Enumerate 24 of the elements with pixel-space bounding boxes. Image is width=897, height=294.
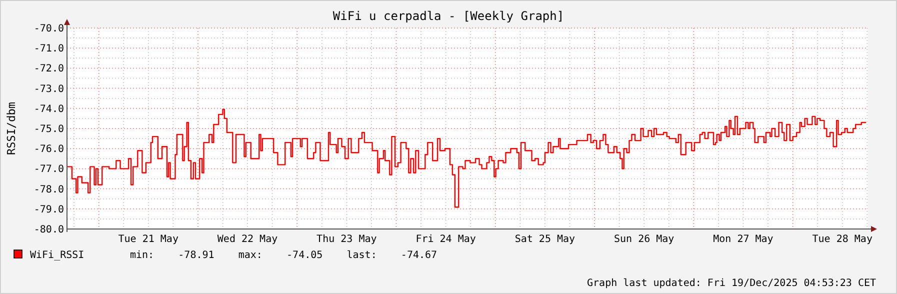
- y-tick-label: -76.0: [34, 144, 64, 156]
- x-tick-label: Sun 26 May: [614, 234, 674, 245]
- y-tick-label: -75.0: [34, 124, 64, 135]
- y-tick-label: -78.0: [34, 184, 64, 196]
- legend-label: WiFi_RSSI: [30, 250, 84, 261]
- text: Graph last updated: Fri 19/Dec/2025 04:53:23 CET: [587, 278, 876, 289]
- x-tick-label: Tue 28 May: [812, 234, 872, 245]
- x-tick-label: Tue 21 May: [118, 234, 178, 245]
- x-tick-label: Fri 24 May: [416, 234, 476, 245]
- y-tick-label: -74.0: [34, 104, 64, 115]
- y-tick-label: -80.0: [34, 224, 64, 236]
- x-tick-label: Mon 27 May: [713, 234, 774, 245]
- y-tick-label: -73.0: [34, 84, 64, 95]
- y-tick-label: -79.0: [34, 204, 64, 216]
- chart-title: WiFi u cerpadla - [Weekly Graph]: [332, 9, 564, 23]
- x-tick-label: Thu 23 May: [316, 234, 377, 245]
- y-tick-label: -72.0: [34, 64, 64, 75]
- y-axis-title: RSSI/dbm: [5, 102, 18, 155]
- x-tick-label: Wed 22 May: [217, 234, 278, 245]
- y-tick-label: -71.0: [34, 44, 64, 55]
- x-tick-label: Sat 25 May: [514, 234, 576, 245]
- text: min: -78.91 max: -74.05 last: -74.67: [130, 250, 438, 261]
- y-tick-label: -77.0: [34, 164, 64, 176]
- y-tick-label: -70.0: [34, 24, 64, 34]
